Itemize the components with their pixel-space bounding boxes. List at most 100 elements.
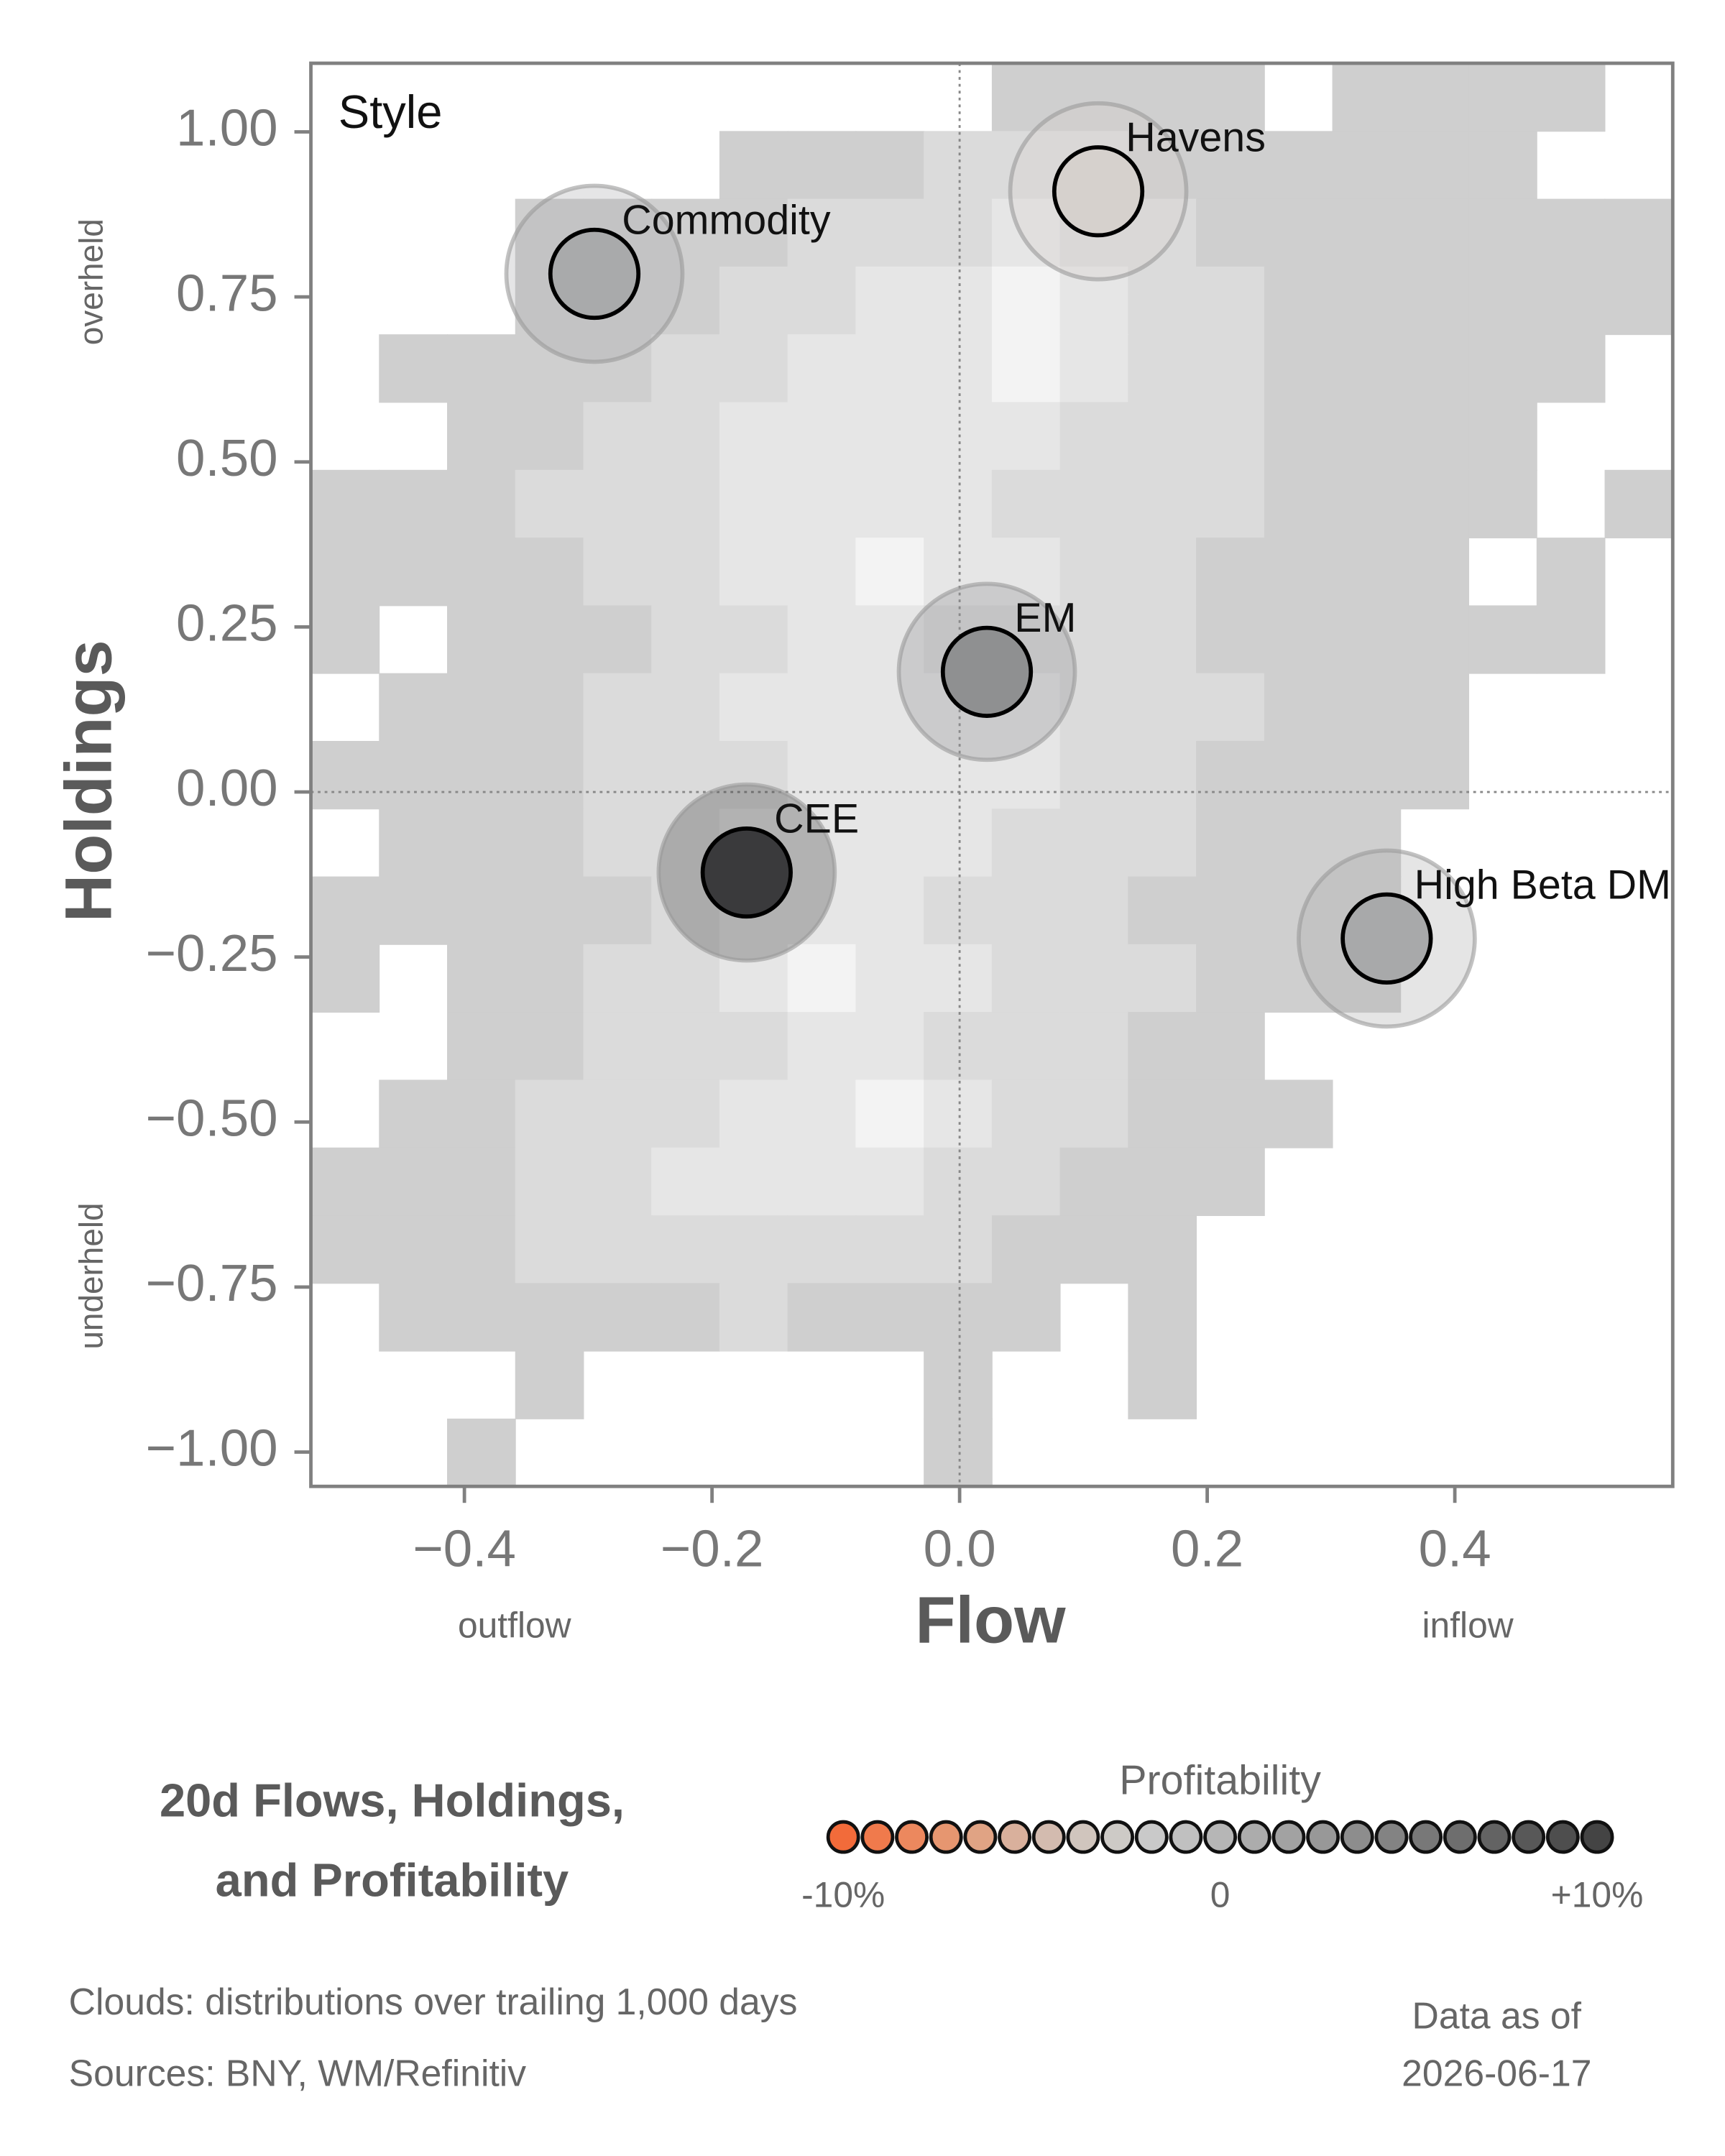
density-cell [1264, 673, 1333, 742]
y-tick-label: −0.25 [146, 924, 278, 982]
density-cell [583, 1215, 653, 1284]
y-tick-label: 0.50 [176, 429, 278, 487]
density-cell [310, 740, 380, 810]
density-cell [515, 1350, 584, 1419]
density-cell [515, 808, 584, 877]
density-cell [1400, 740, 1470, 810]
density-cell [447, 876, 516, 945]
density-cell [1332, 63, 1402, 132]
density-cell [447, 740, 516, 810]
density-cell [1264, 469, 1333, 539]
density-cell [855, 402, 925, 471]
density-cell [1468, 605, 1537, 674]
density-cell [855, 334, 925, 403]
density-cell [310, 944, 380, 1013]
density-cell [515, 1283, 584, 1352]
y-tick-label: 1.00 [176, 99, 278, 157]
density-cell [787, 402, 857, 471]
density-cell [447, 605, 516, 674]
density-cell [1196, 673, 1265, 742]
density-cell [1400, 538, 1470, 607]
density-cell [310, 1215, 380, 1284]
plot: Commodity Havens EM CEE High Beta DM [310, 63, 1673, 1487]
point-label: Havens [1126, 115, 1266, 161]
y-tick-label: −0.75 [146, 1254, 278, 1312]
density-cell [991, 334, 1061, 403]
density-cell [1128, 1012, 1197, 1081]
density-cell [787, 1147, 857, 1217]
x-tick-label: 0.0 [924, 1519, 996, 1577]
note: Clouds: distributions over trailing 1,00… [69, 1981, 798, 2022]
density-cell [1264, 538, 1333, 607]
density-cell [447, 1012, 516, 1081]
density-cell [1128, 605, 1197, 674]
density-cell [991, 402, 1061, 471]
density-cell [787, 944, 857, 1013]
density-cell [991, 808, 1061, 877]
density-cell [447, 1147, 516, 1217]
density-cell [1468, 469, 1537, 539]
density-cell [583, 469, 653, 539]
density-cell [1264, 131, 1333, 200]
density-cell [651, 605, 720, 674]
density-cell [310, 538, 380, 607]
density-cell [787, 1283, 857, 1352]
density-cell [651, 673, 720, 742]
density-cell [1196, 63, 1265, 132]
density-cell [651, 469, 720, 539]
density-cell [719, 198, 788, 267]
density-cell [583, 673, 653, 742]
density-cell [787, 605, 857, 674]
density-cell [447, 334, 516, 403]
density-cell [991, 944, 1061, 1013]
density-cell [1059, 808, 1129, 877]
density-cell [1059, 1147, 1129, 1217]
density-cell [1196, 1079, 1265, 1148]
colorbar-swatch [1134, 1820, 1169, 1854]
point-label: Commodity [622, 197, 831, 243]
density-cell [651, 1012, 720, 1081]
density-cell [515, 469, 584, 539]
colorbar-swatch [1031, 1820, 1066, 1854]
y-side-label: overheld [72, 218, 109, 345]
density-cell [515, 740, 584, 810]
density-cell [379, 1079, 448, 1148]
density-cell [719, 1012, 788, 1081]
density-cell [924, 876, 993, 945]
density-cell [787, 131, 857, 200]
density-cell [1059, 63, 1129, 132]
density-cell [1604, 469, 1674, 539]
density-cell [1604, 266, 1674, 336]
density-cell [787, 334, 857, 403]
density-cell [1196, 402, 1265, 471]
density-cell [1536, 538, 1606, 607]
density-cell [583, 876, 653, 945]
density-cell [379, 1215, 448, 1284]
density-cell [1400, 673, 1470, 742]
density-cell [924, 266, 993, 336]
density-cell [379, 808, 448, 877]
density-cell [1196, 198, 1265, 267]
density-cell [447, 808, 516, 877]
density-cell [1400, 402, 1470, 471]
density-cell [719, 1215, 788, 1284]
legend-label: +10% [1551, 1874, 1644, 1915]
density-cell [651, 402, 720, 471]
density-cell [719, 740, 788, 810]
density-cell [1059, 740, 1129, 810]
density-cell [1128, 402, 1197, 471]
y-side-label: underheld [72, 1202, 109, 1349]
density-cell [924, 1079, 993, 1148]
density-cell [515, 1079, 584, 1148]
density-cell [787, 198, 857, 267]
density-cell [583, 740, 653, 810]
point [700, 826, 793, 919]
density-cell [1332, 808, 1402, 877]
point [548, 227, 641, 321]
density-cell [379, 673, 448, 742]
colorbar-swatch [1545, 1820, 1580, 1854]
density-cell [1536, 334, 1606, 403]
density-cell [310, 469, 380, 539]
density-cell [855, 266, 925, 336]
density-cell [924, 1418, 993, 1488]
